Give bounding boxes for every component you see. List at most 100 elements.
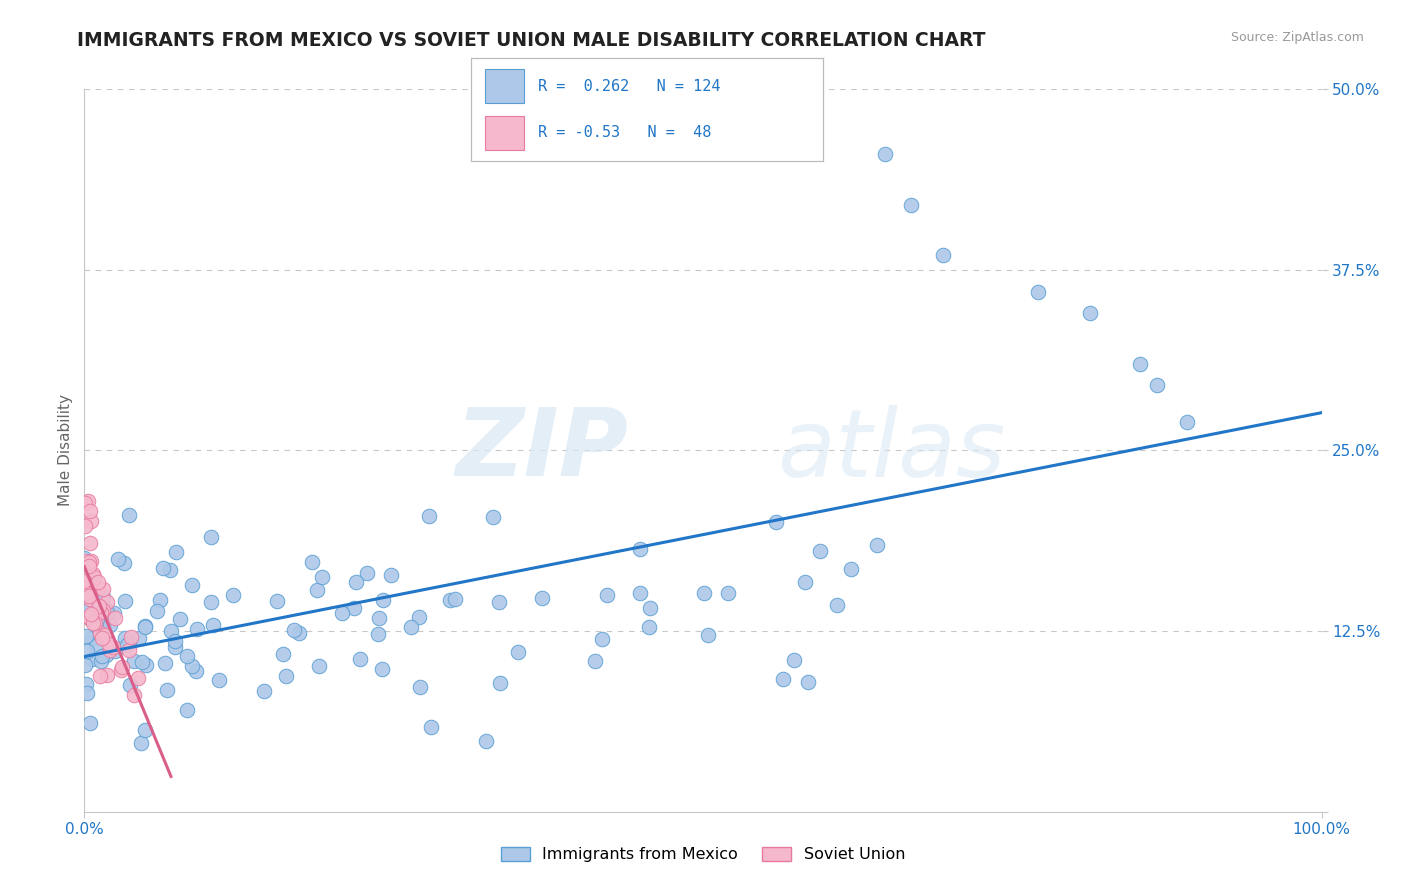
Point (96, 605, 118, 619)
Point (89, 626, 111, 640)
Point (80, 572, 103, 586)
Point (104, 644, 127, 658)
Point (176, 649, 198, 664)
Point (135, 657, 157, 672)
Point (184, 664, 207, 678)
Point (120, 678, 142, 692)
Point (439, 593, 461, 607)
Point (418, 508, 440, 523)
Point (1146, 378, 1168, 392)
Point (169, 613, 191, 627)
Point (409, 680, 432, 694)
Point (118, 508, 141, 523)
Point (73, 518, 96, 533)
Point (80, 554, 103, 568)
Point (90, 654, 112, 668)
Point (149, 593, 172, 607)
Point (83, 570, 105, 584)
Point (115, 638, 138, 652)
Point (91, 617, 114, 632)
Point (110, 664, 132, 678)
Point (75, 580, 97, 594)
Point (79, 504, 101, 518)
Point (128, 632, 150, 646)
Text: R = -0.53   N =  48: R = -0.53 N = 48 (538, 125, 711, 140)
Point (77, 558, 100, 573)
Point (873, 147, 896, 161)
Point (530, 591, 553, 606)
Point (186, 622, 208, 636)
Point (1026, 285, 1049, 299)
Point (91, 590, 114, 604)
Point (408, 610, 430, 624)
Point (112, 557, 135, 571)
Point (181, 658, 204, 673)
Text: R =  0.262   N = 124: R = 0.262 N = 124 (538, 78, 720, 94)
Point (640, 601, 662, 615)
Text: ZIP: ZIP (456, 404, 628, 497)
Point (117, 643, 139, 657)
Point (810, 544, 832, 558)
Point (349, 651, 371, 665)
Point (98, 638, 121, 652)
Y-axis label: Male Disability: Male Disability (58, 394, 73, 507)
Point (783, 653, 806, 667)
Point (98, 618, 121, 632)
Point (73, 658, 96, 673)
Point (80, 514, 103, 528)
Point (73, 551, 96, 566)
Point (134, 618, 156, 632)
Point (80, 580, 103, 594)
Point (73, 574, 96, 589)
Point (163, 634, 186, 648)
Point (772, 672, 794, 686)
Point (344, 575, 367, 590)
Point (76, 575, 98, 590)
Point (1080, 306, 1102, 320)
Point (87, 574, 110, 589)
Point (73, 574, 96, 588)
Point (253, 684, 276, 698)
Point (176, 703, 198, 717)
Point (163, 640, 186, 655)
Point (91, 582, 114, 596)
Point (159, 563, 181, 577)
Point (765, 515, 787, 529)
Point (159, 624, 181, 638)
Point (152, 560, 174, 574)
Point (76, 602, 98, 616)
Point (200, 530, 222, 544)
Point (77, 494, 100, 508)
Point (96, 667, 118, 681)
Point (283, 623, 305, 637)
Point (367, 626, 389, 640)
Point (1128, 357, 1150, 371)
Point (117, 635, 139, 649)
Point (84, 639, 107, 653)
Point (343, 600, 366, 615)
Point (153, 656, 176, 670)
Point (114, 594, 136, 608)
Point (307, 582, 329, 597)
Text: IMMIGRANTS FROM MEXICO VS SOVIET UNION MALE DISABILITY CORRELATION CHART: IMMIGRANTS FROM MEXICO VS SOVIET UNION M… (77, 31, 986, 50)
Point (77, 589, 100, 603)
Point (122, 654, 145, 668)
FancyBboxPatch shape (485, 117, 524, 150)
Point (94, 648, 117, 662)
Point (488, 594, 510, 608)
Point (332, 606, 354, 620)
Point (371, 662, 394, 676)
Point (596, 588, 619, 602)
Point (77, 610, 100, 624)
Point (866, 539, 889, 553)
Point (271, 648, 294, 662)
Point (120, 630, 142, 644)
Point (87, 581, 110, 595)
Point (274, 669, 297, 683)
Point (82, 616, 104, 631)
Point (114, 631, 136, 645)
Point (110, 660, 132, 674)
Point (444, 592, 467, 607)
Point (825, 598, 848, 612)
Point (82, 566, 104, 581)
